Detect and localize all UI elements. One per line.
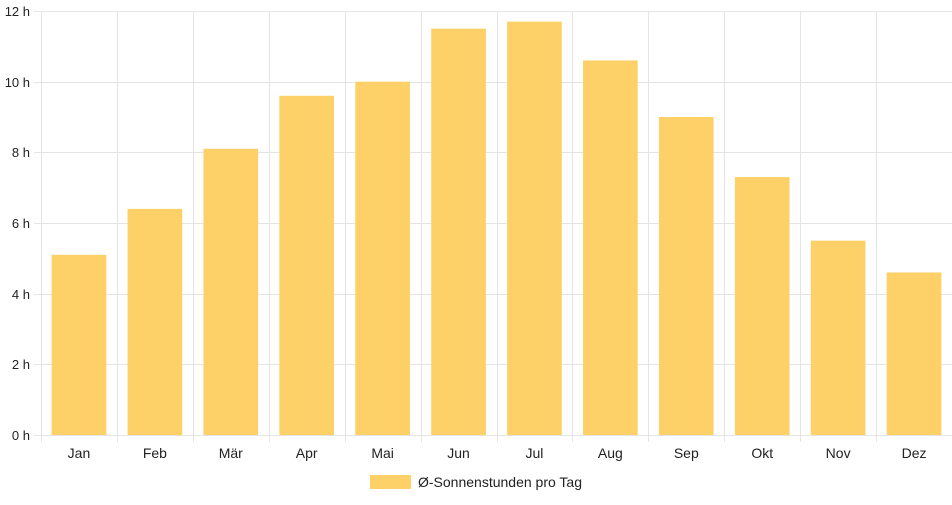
y-tick-label: 12 h xyxy=(5,4,30,19)
x-tick-label: Feb xyxy=(143,445,167,461)
legend-swatch[interactable] xyxy=(370,475,411,489)
legend[interactable]: Ø-Sonnenstunden pro Tag xyxy=(370,474,582,490)
y-tick-label: 0 h xyxy=(12,428,30,443)
y-tick-label: 6 h xyxy=(12,216,30,231)
bar-jan[interactable] xyxy=(51,254,107,435)
x-tick-label: Apr xyxy=(296,445,318,461)
bar-nov[interactable] xyxy=(810,240,866,435)
y-tick-label: 2 h xyxy=(12,357,30,372)
bar-feb[interactable] xyxy=(127,208,183,435)
bar-layer xyxy=(51,21,942,436)
x-tick-label: Aug xyxy=(598,445,623,461)
x-tick-label: Jul xyxy=(526,445,544,461)
x-tick-label: Dez xyxy=(902,445,927,461)
bar-jul[interactable] xyxy=(507,21,562,435)
y-tick-label: 10 h xyxy=(5,75,30,90)
x-tick-label: Mär xyxy=(219,445,243,461)
bar-sep[interactable] xyxy=(658,117,714,435)
x-tick-label: Jun xyxy=(447,445,470,461)
x-tick-label: Okt xyxy=(751,445,773,461)
y-tick-label: 8 h xyxy=(12,145,30,160)
bar-mär[interactable] xyxy=(203,148,259,436)
bar-mai[interactable] xyxy=(355,81,410,436)
bar-apr[interactable] xyxy=(279,95,335,436)
x-tick-label: Jan xyxy=(68,445,91,461)
legend-label[interactable]: Ø-Sonnenstunden pro Tag xyxy=(418,474,582,490)
bar-okt[interactable] xyxy=(734,177,790,435)
axis-layer: 0 h 2 h 4 h 6 h 8 h 10 h 12 h Jan Feb Mär Apr Mai Ju… xyxy=(5,4,927,461)
x-tick-label: Nov xyxy=(826,445,851,461)
bar-aug[interactable] xyxy=(583,60,638,435)
x-tick-label: Mai xyxy=(371,445,394,461)
y-tick-label: 4 h xyxy=(12,287,30,302)
bar-dez[interactable] xyxy=(886,272,942,435)
grid-layer xyxy=(34,11,952,442)
x-tick-label: Sep xyxy=(674,445,699,461)
bar-jun[interactable] xyxy=(431,28,486,435)
